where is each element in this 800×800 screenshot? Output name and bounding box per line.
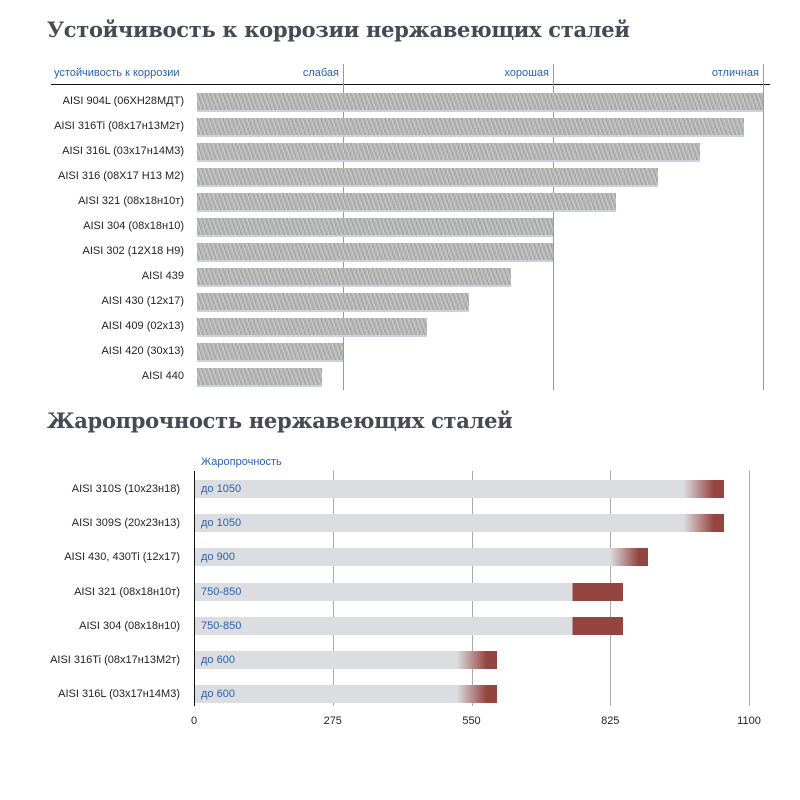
corrosion-category-label: AISI 430 (12х17) bbox=[101, 295, 184, 307]
corrosion-category-label: AISI 316Ti (08х17н13М2т) bbox=[54, 120, 184, 132]
corrosion-bar bbox=[197, 343, 344, 362]
heat-value-label: до 1050 bbox=[201, 517, 242, 530]
heat-bar bbox=[195, 480, 724, 498]
heat-bar bbox=[195, 582, 623, 601]
corrosion-category-label: AISI 316L (03х17н14М3) bbox=[62, 145, 184, 157]
heat-bar bbox=[195, 514, 724, 533]
corrosion-bar bbox=[197, 93, 763, 112]
corrosion-bar bbox=[197, 168, 658, 187]
corrosion-category-label: AISI 304 (08х18н10) bbox=[83, 220, 184, 232]
corrosion-bar bbox=[197, 293, 470, 312]
corrosion-title: Устойчивость к коррозии нержавеющих стал… bbox=[47, 17, 630, 42]
corrosion-bar bbox=[197, 243, 553, 262]
heat-value-label: до 600 bbox=[201, 654, 235, 666]
heat-x-tick-label: 0 bbox=[190, 715, 198, 727]
heat-value-label: 750-850 bbox=[201, 585, 242, 598]
heat-x-tick-label: 550 bbox=[462, 715, 481, 727]
heat-value-label: 750-850 bbox=[201, 619, 242, 632]
heat-bar bbox=[195, 685, 497, 704]
corrosion-gridline bbox=[763, 64, 764, 390]
corrosion-category-label: AISI 439 bbox=[141, 270, 184, 282]
corrosion-bar bbox=[197, 118, 744, 137]
corrosion-gridline bbox=[553, 64, 554, 390]
heat-x-tick-label: 825 bbox=[601, 715, 620, 727]
corrosion-bar bbox=[197, 268, 512, 287]
heat-x-tick-label: 275 bbox=[323, 715, 342, 727]
heat-value-label: до 600 bbox=[201, 688, 235, 701]
corrosion-axis-label: устойчивость к коррозии bbox=[54, 67, 180, 79]
heat-category-label: AISI 304 (08х18н10) bbox=[79, 619, 180, 632]
corrosion-bar bbox=[197, 218, 553, 237]
corrosion-category-label: AISI 440 bbox=[141, 370, 184, 382]
heat-category-label: AISI 430, 430Ti (12х17) bbox=[64, 551, 180, 564]
corrosion-bar bbox=[197, 193, 616, 212]
heat-title: Жаропрочность нержавеющих сталей bbox=[47, 408, 513, 433]
heat-y-axis bbox=[194, 471, 195, 706]
heat-x-tick-label: 1100 bbox=[737, 715, 761, 727]
corrosion-category-label: AISI 302 (12Х18 Н9) bbox=[82, 245, 184, 257]
corrosion-category-label: AISI 904L (06ХН28МДТ) bbox=[62, 95, 184, 107]
corrosion-header-line bbox=[51, 84, 770, 85]
corrosion-scale-label: хорошая bbox=[504, 67, 549, 79]
corrosion-category-label: AISI 420 (30х13) bbox=[101, 345, 184, 357]
heat-category-label: AISI 316Ti (08х17н13М2т) bbox=[50, 654, 180, 666]
heat-category-label: AISI 321 (08х18н10т) bbox=[74, 585, 180, 598]
heat-value-label: до 900 bbox=[201, 551, 235, 564]
corrosion-category-label: AISI 321 (08х18н10т) bbox=[78, 195, 184, 207]
corrosion-scale-label: слабая bbox=[302, 67, 339, 79]
corrosion-category-label: AISI 409 (02х13) bbox=[101, 320, 184, 332]
corrosion-scale-label: отличная bbox=[711, 67, 759, 79]
heat-category-label: AISI 316L (03х17н14М3) bbox=[58, 688, 180, 701]
heat-value-label: до 1050 bbox=[201, 483, 242, 495]
heat-category-label: AISI 310S (10х23н18) bbox=[71, 483, 180, 495]
corrosion-bar bbox=[197, 318, 427, 337]
corrosion-category-label: AISI 316 (08Х17 Н13 М2) bbox=[58, 170, 184, 182]
heat-axis-label: Жаропрочность bbox=[201, 456, 282, 468]
heat-bar bbox=[195, 616, 623, 635]
heat-gridline bbox=[749, 471, 750, 706]
corrosion-bar bbox=[197, 368, 323, 387]
heat-bar bbox=[195, 651, 497, 669]
corrosion-bar bbox=[197, 143, 701, 162]
heat-bar bbox=[195, 548, 649, 567]
heat-category-label: AISI 309S (20х23н13) bbox=[71, 517, 180, 530]
